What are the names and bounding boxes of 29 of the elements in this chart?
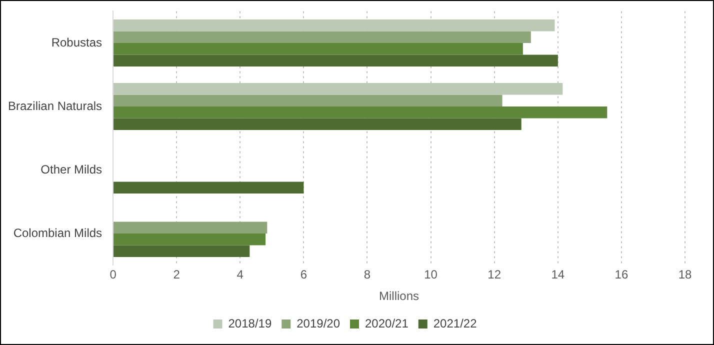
legend-label: 2018/19: [228, 316, 272, 330]
x-tick-label: 18: [678, 268, 692, 282]
bar: [114, 31, 531, 43]
y-tick-label: Colombian Milds: [13, 226, 102, 240]
x-axis-title: Millions: [379, 289, 420, 304]
x-tick-label: 4: [236, 268, 244, 282]
x-tick-label: 2: [173, 268, 180, 282]
bar: [114, 245, 250, 257]
x-tick-label: 10: [424, 268, 438, 282]
y-tick-label: Other Milds: [40, 162, 102, 176]
bar: [114, 54, 558, 66]
x-tick-label: 14: [551, 268, 565, 282]
x-tick-label: 16: [614, 268, 628, 282]
bar: [114, 182, 304, 194]
x-tick-label: 12: [488, 268, 502, 282]
bar: [114, 94, 502, 106]
bar: [114, 106, 608, 118]
bar: [114, 42, 523, 55]
x-tick-label: 8: [364, 268, 371, 282]
y-tick-label: Robustas: [51, 35, 102, 50]
bar: [114, 222, 268, 234]
x-tick-label: 6: [300, 268, 308, 282]
legend-label: 2019/20: [296, 316, 340, 330]
legend-label: 2020/21: [365, 316, 409, 330]
y-tick-label: Brazilian Naturals: [8, 98, 102, 113]
bar: [114, 233, 266, 246]
bar: [114, 118, 522, 130]
legend-label: 2021/22: [433, 316, 478, 330]
x-tick-label: 0: [110, 268, 117, 282]
